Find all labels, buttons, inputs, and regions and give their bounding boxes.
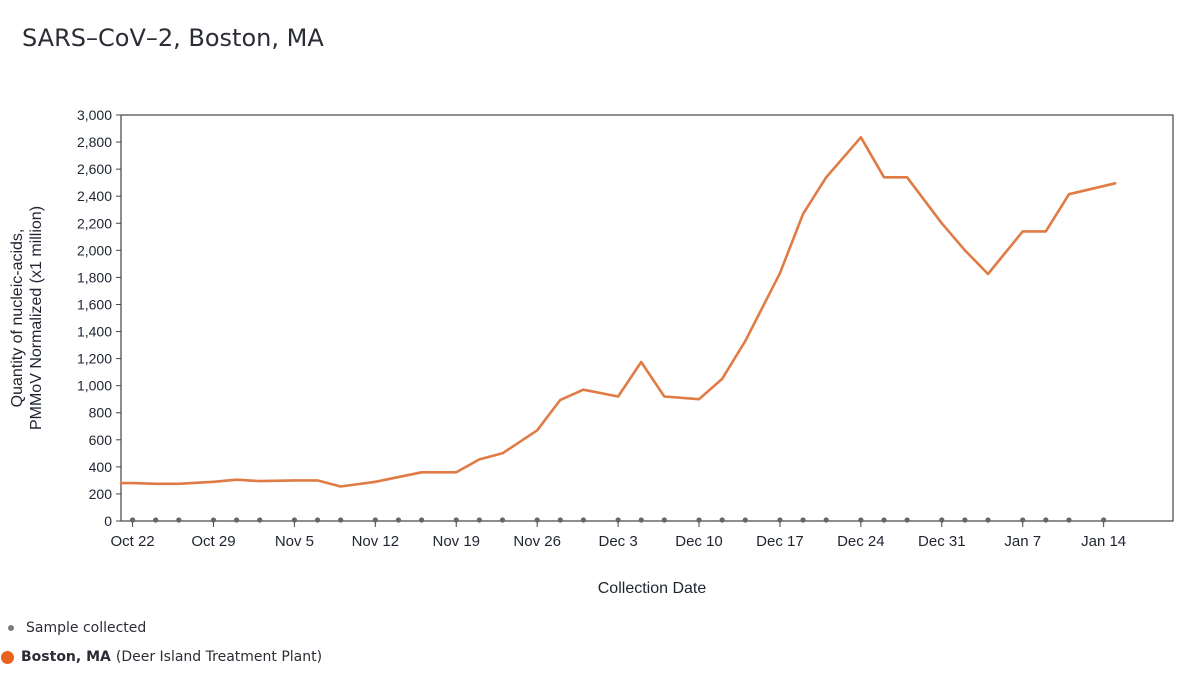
x-tick-label: Nov 26 [513,533,561,550]
sample-collected-marker [291,517,298,523]
sample-collected-marker [314,517,321,523]
sample-collected-marker [234,517,240,523]
y-tick-label: 1,200 [77,351,112,367]
y-tick-label: 2,800 [77,134,112,150]
sample-collected-marker [661,517,667,523]
y-tick-label: 3,000 [77,107,112,123]
y-axis-label-line-1: Quantity of nucleic-acids, [9,229,26,408]
y-tick-label: 1,800 [77,269,112,285]
sample-collected-marker [696,517,702,523]
y-tick-label: 600 [89,432,113,448]
x-tick-label: Dec 17 [756,533,804,550]
chart-title: SARS–CoV–2, Boston, MA [22,24,324,52]
plot-frame [120,114,1174,522]
x-tick-label: Dec 31 [918,533,966,550]
sample-collected-marker [580,517,587,523]
y-tick-label: 1,000 [77,378,112,394]
sample-collected-marker [939,517,945,523]
sample-collected-marker [881,517,887,523]
sample-collected-marker [719,517,725,523]
x-tick-label: Oct 22 [110,533,154,550]
sample-collected-marker [800,517,806,523]
sample-collected-marker [742,517,748,523]
sample-collected-marker [615,517,621,523]
site-dot-icon [1,650,14,664]
sample-collected-marker [777,517,783,523]
y-tick-label: 2,600 [77,161,112,177]
legend-sample-label: Sample collected [26,620,147,636]
sample-collected-marker [395,517,402,523]
x-tick-label: Dec 10 [675,533,723,550]
series-line-boston [119,136,1117,488]
sample-collected-marker [534,517,540,523]
y-tick-label: 200 [89,486,113,502]
sample-collected-marker [210,517,217,523]
x-axis: Oct 22 Oct 29 Nov 5 Nov 12 Nov 19 Nov 26 Dec 3… [110,521,1126,550]
x-tick-label: Jan 14 [1081,533,1126,550]
sample-collected-marker [338,517,344,523]
sample-collected-marker [904,517,910,523]
y-axis: 0 200 400 600 800 1,000 1,200 1,400 1,600 1,800 2,… [77,107,121,529]
sample-collected-marker [823,517,829,523]
y-tick-label: 2,400 [77,188,112,204]
series-layer [119,136,1117,488]
x-tick-label: Oct 29 [191,533,235,550]
sample-collected-marker [962,517,968,523]
legend-site-detail: (Deer Island Treatment Plant) [115,649,323,665]
x-tick-label: Nov 5 [275,533,314,550]
x-tick-label: Dec 3 [599,533,638,550]
y-tick-label: 1,400 [77,324,112,340]
y-tick-label: 2,200 [77,215,112,231]
x-tick-label: Jan 7 [1004,533,1041,550]
y-tick-label: 1,600 [77,296,112,312]
x-tick-label: Nov 12 [352,533,400,550]
sample-collected-marker [1101,517,1107,523]
sample-collected-marker [985,517,991,523]
sample-collected-marker [1066,517,1072,523]
sample-collected-marker [476,517,482,523]
sample-collected-marker [372,517,378,523]
line-chart: 0 200 400 600 800 1,000 1,200 1,400 1,600 1,800 2,… [9,107,1174,597]
sample-collected-marker [1043,517,1049,523]
legend-site-name: Boston, MA [21,649,111,665]
y-tick-label: 2,000 [77,242,112,258]
sample-dot-icon [8,625,14,631]
x-axis-label: Collection Date [598,580,707,597]
legend-site: Boston, MA (Deer Island Treatment Plant) [0,649,322,665]
sample-collected-marker [257,517,263,523]
sample-collected-marker [176,517,182,523]
sample-collected-marker [129,517,136,523]
y-tick-label: 0 [104,513,112,529]
sample-markers [129,517,1107,523]
sample-collected-marker [418,517,425,523]
y-tick-label: 400 [89,459,113,475]
legend-sample-collected: Sample collected [0,620,146,636]
x-tick-label: Nov 19 [432,533,480,550]
sample-collected-marker [153,517,159,523]
sample-collected-marker [557,517,563,523]
sample-collected-marker [499,517,506,523]
sample-collected-marker [638,517,644,523]
sample-collected-marker [453,517,459,523]
sample-collected-marker [1020,517,1026,523]
y-tick-label: 800 [89,405,113,421]
sample-collected-marker [858,517,864,523]
y-axis-label-line-2: PMMoV Normalized (x1 million) [28,206,45,430]
x-tick-label: Dec 24 [837,533,885,550]
